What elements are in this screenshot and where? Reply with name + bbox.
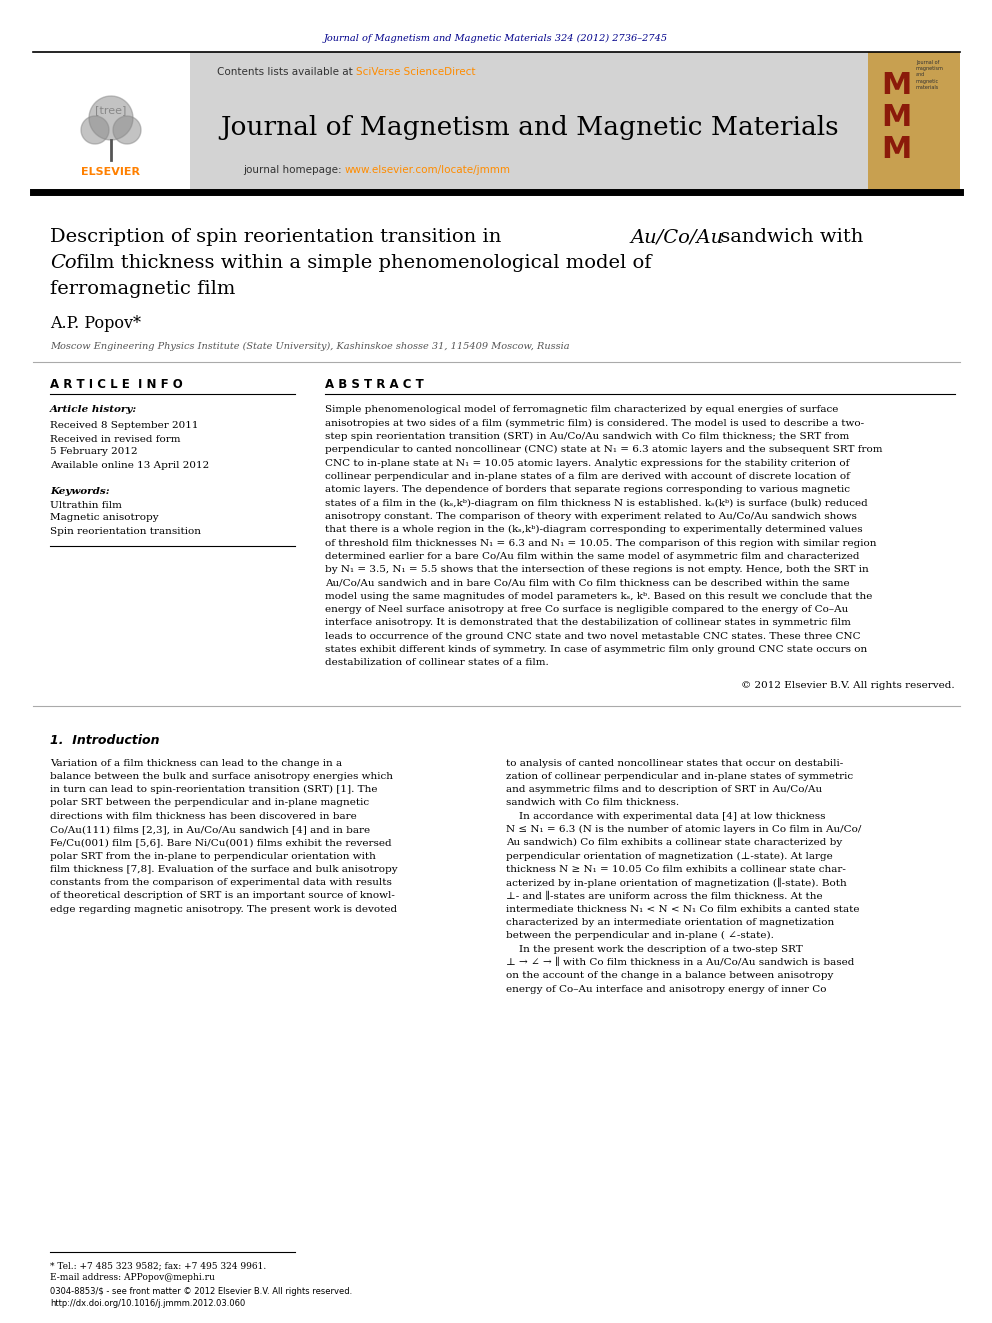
Text: leads to occurrence of the ground CNC state and two novel metastable CNC states.: leads to occurrence of the ground CNC st…	[325, 631, 861, 640]
Text: Keywords:: Keywords:	[50, 487, 110, 496]
Text: http://dx.doi.org/10.1016/j.jmmm.2012.03.060: http://dx.doi.org/10.1016/j.jmmm.2012.03…	[50, 1298, 245, 1307]
Text: Journal of Magnetism and Magnetic Materials: Journal of Magnetism and Magnetic Materi…	[220, 115, 839, 140]
Text: Au/Co/Au: Au/Co/Au	[630, 228, 723, 246]
Text: Received 8 September 2011: Received 8 September 2011	[50, 421, 198, 430]
Text: A R T I C L E  I N F O: A R T I C L E I N F O	[50, 378, 183, 392]
Text: edge regarding magnetic anisotropy. The present work is devoted: edge regarding magnetic anisotropy. The …	[50, 905, 397, 914]
Text: Journal of
magnetism
and
magnetic
materials: Journal of magnetism and magnetic materi…	[916, 60, 943, 90]
Text: polar SRT between the perpendicular and in-plane magnetic: polar SRT between the perpendicular and …	[50, 798, 369, 807]
Text: directions with film thickness has been discovered in bare: directions with film thickness has been …	[50, 812, 357, 820]
Bar	[868, 52, 960, 191]
Text: M: M	[881, 135, 912, 164]
Text: A B S T R A C T: A B S T R A C T	[325, 378, 424, 392]
Text: N ≤ N₁ = 6.3 (N is the number of atomic layers in Co film in Au/Co/: N ≤ N₁ = 6.3 (N is the number of atomic …	[506, 826, 861, 833]
Text: that there is a whole region in the (kₛ,kᵇ)-diagram corresponding to experimenta: that there is a whole region in the (kₛ,…	[325, 525, 863, 534]
Text: of theoretical description of SRT is an important source of knowl-: of theoretical description of SRT is an …	[50, 892, 395, 901]
Text: film thickness [7,8]. Evaluation of the surface and bulk anisotropy: film thickness [7,8]. Evaluation of the …	[50, 865, 398, 875]
Text: Moscow Engineering Physics Institute (State University), Kashinskoe shosse 31, 1: Moscow Engineering Physics Institute (St…	[50, 341, 569, 351]
Text: thickness N ≥ N₁ = 10.05 Co film exhibits a collinear state char-: thickness N ≥ N₁ = 10.05 Co film exhibit…	[506, 865, 846, 875]
Text: intermediate thickness N₁ < N < N₁ Co film exhibits a canted state: intermediate thickness N₁ < N < N₁ Co fi…	[506, 905, 859, 914]
Text: constants from the comparison of experimental data with results: constants from the comparison of experim…	[50, 878, 392, 888]
Text: atomic layers. The dependence of borders that separate regions corresponding to : atomic layers. The dependence of borders…	[325, 486, 850, 495]
Text: ⊥ → ∠ → ∥ with Co film thickness in a Au/Co/Au sandwich is based: ⊥ → ∠ → ∥ with Co film thickness in a Au…	[506, 958, 854, 967]
Text: A.P. Popov*: A.P. Popov*	[50, 315, 141, 332]
Polygon shape	[81, 116, 109, 144]
Text: sandwich with: sandwich with	[714, 228, 863, 246]
Text: on the account of the change in a balance between anisotropy: on the account of the change in a balanc…	[506, 971, 833, 980]
Text: polar SRT from the in-plane to perpendicular orientation with: polar SRT from the in-plane to perpendic…	[50, 852, 376, 860]
Text: balance between the bulk and surface anisotropy energies which: balance between the bulk and surface ani…	[50, 771, 393, 781]
Text: 5 February 2012: 5 February 2012	[50, 447, 138, 456]
Text: interface anisotropy. It is demonstrated that the destabilization of collinear s: interface anisotropy. It is demonstrated…	[325, 618, 851, 627]
Text: CNC to in-plane state at N₁ = 10.05 atomic layers. Analytic expressions for the : CNC to in-plane state at N₁ = 10.05 atom…	[325, 459, 849, 468]
Text: * Tel.: +7 485 323 9582; fax: +7 495 324 9961.: * Tel.: +7 485 323 9582; fax: +7 495 324…	[50, 1262, 266, 1270]
Text: Spin reorientation transition: Spin reorientation transition	[50, 527, 201, 536]
Polygon shape	[89, 97, 133, 140]
Text: step spin reorientation transition (SRT) in Au/Co/Au sandwich with Co film thick: step spin reorientation transition (SRT)…	[325, 433, 849, 441]
Text: acterized by in-plane orientation of magnetization (∥-state). Both: acterized by in-plane orientation of mag…	[506, 877, 847, 888]
Polygon shape	[113, 116, 141, 144]
Text: M: M	[881, 70, 912, 99]
Text: 0304-8853/$ - see front matter © 2012 Elsevier B.V. All rights reserved.: 0304-8853/$ - see front matter © 2012 El…	[50, 1286, 352, 1295]
Text: In accordance with experimental data [4] at low thickness: In accordance with experimental data [4]…	[506, 812, 825, 820]
Text: Co/Au(111) films [2,3], in Au/Co/Au sandwich [4] and in bare: Co/Au(111) films [2,3], in Au/Co/Au sand…	[50, 826, 370, 833]
Text: Magnetic anisotropy: Magnetic anisotropy	[50, 513, 159, 523]
Text: Contents lists available at: Contents lists available at	[217, 67, 356, 77]
Text: 1.  Introduction: 1. Introduction	[50, 734, 160, 747]
Text: sandwich with Co film thickness.: sandwich with Co film thickness.	[506, 798, 680, 807]
Text: anisotropy constant. The comparison of theory with experiment related to Au/Co/A: anisotropy constant. The comparison of t…	[325, 512, 857, 521]
Text: [tree]: [tree]	[95, 105, 127, 115]
Text: Journal of Magnetism and Magnetic Materials 324 (2012) 2736–2745: Journal of Magnetism and Magnetic Materi…	[324, 33, 668, 42]
Text: www.elsevier.com/locate/jmmm: www.elsevier.com/locate/jmmm	[345, 165, 511, 175]
Bar	[33, 52, 190, 191]
Text: Au/Co/Au sandwich and in bare Co/Au film with Co film thickness can be described: Au/Co/Au sandwich and in bare Co/Au film…	[325, 578, 849, 587]
Text: Au sandwich) Co film exhibits a collinear state characterized by: Au sandwich) Co film exhibits a collinea…	[506, 839, 842, 847]
Text: determined earlier for a bare Co/Au film within the same model of asymmetric fil: determined earlier for a bare Co/Au film…	[325, 552, 859, 561]
Text: Article history:: Article history:	[50, 406, 137, 414]
Text: E-mail address: APPopov@mephi.ru: E-mail address: APPopov@mephi.ru	[50, 1274, 215, 1282]
Text: ELSEVIER: ELSEVIER	[81, 167, 141, 177]
Bar	[33, 52, 960, 191]
Text: between the perpendicular and in-plane ( ∠-state).: between the perpendicular and in-plane (…	[506, 931, 774, 941]
Text: Ultrathin film: Ultrathin film	[50, 500, 122, 509]
Text: journal homepage:: journal homepage:	[243, 165, 345, 175]
Text: by N₁ = 3.5, N₁ = 5.5 shows that the intersection of these regions is not empty.: by N₁ = 3.5, N₁ = 5.5 shows that the int…	[325, 565, 869, 574]
Text: to analysis of canted noncollinear states that occur on destabili-: to analysis of canted noncollinear state…	[506, 758, 843, 767]
Text: zation of collinear perpendicular and in-plane states of symmetric: zation of collinear perpendicular and in…	[506, 771, 853, 781]
Text: In the present work the description of a two-step SRT: In the present work the description of a…	[506, 945, 803, 954]
Text: in turn can lead to spin-reorientation transition (SRT) [1]. The: in turn can lead to spin-reorientation t…	[50, 785, 378, 794]
Text: ⊥- and ∥-states are uniform across the film thickness. At the: ⊥- and ∥-states are uniform across the f…	[506, 892, 822, 901]
Text: anisotropies at two sides of a film (symmetric film) is considered. The model is: anisotropies at two sides of a film (sym…	[325, 419, 864, 427]
Text: characterized by an intermediate orientation of magnetization: characterized by an intermediate orienta…	[506, 918, 834, 927]
Text: Simple phenomenological model of ferromagnetic film characterized by equal energ: Simple phenomenological model of ferroma…	[325, 406, 838, 414]
Text: and asymmetric films and to description of SRT in Au/Co/Au: and asymmetric films and to description …	[506, 785, 822, 794]
Text: © 2012 Elsevier B.V. All rights reserved.: © 2012 Elsevier B.V. All rights reserved…	[741, 681, 955, 691]
Text: perpendicular to canted noncollinear (CNC) state at N₁ = 6.3 atomic layers and t: perpendicular to canted noncollinear (CN…	[325, 446, 883, 455]
Text: ferromagnetic film: ferromagnetic film	[50, 280, 235, 298]
Text: Available online 13 April 2012: Available online 13 April 2012	[50, 462, 209, 471]
Text: Description of spin reorientation transition in: Description of spin reorientation transi…	[50, 228, 508, 246]
Text: M: M	[881, 102, 912, 131]
Text: perpendicular orientation of magnetization (⊥-state). At large: perpendicular orientation of magnetizati…	[506, 852, 832, 861]
Text: Fe/Cu(001) film [5,6]. Bare Ni/Cu(001) films exhibit the reversed: Fe/Cu(001) film [5,6]. Bare Ni/Cu(001) f…	[50, 839, 392, 847]
Text: destabilization of collinear states of a film.: destabilization of collinear states of a…	[325, 659, 549, 667]
Text: Variation of a film thickness can lead to the change in a: Variation of a film thickness can lead t…	[50, 758, 342, 767]
Text: energy of Co–Au interface and anisotropy energy of inner Co: energy of Co–Au interface and anisotropy…	[506, 984, 826, 994]
Text: states exhibit different kinds of symmetry. In case of asymmetric film only grou: states exhibit different kinds of symmet…	[325, 644, 867, 654]
Text: energy of Neel surface anisotropy at free Co surface is negligible compared to t: energy of Neel surface anisotropy at fre…	[325, 605, 848, 614]
Text: states of a film in the (kₛ,kᵇ)-diagram on film thickness N is established. kₛ(k: states of a film in the (kₛ,kᵇ)-diagram …	[325, 499, 868, 508]
Text: of threshold film thicknesses N₁ = 6.3 and N₁ = 10.05. The comparison of this re: of threshold film thicknesses N₁ = 6.3 a…	[325, 538, 877, 548]
Text: SciVerse ScienceDirect: SciVerse ScienceDirect	[356, 67, 475, 77]
Text: model using the same magnitudes of model parameters kₛ, kᵇ. Based on this result: model using the same magnitudes of model…	[325, 591, 872, 601]
Text: collinear perpendicular and in-plane states of a film are derived with account o: collinear perpendicular and in-plane sta…	[325, 472, 850, 482]
Text: Received in revised form: Received in revised form	[50, 434, 181, 443]
Text: Co: Co	[50, 254, 76, 273]
Text: film thickness within a simple phenomenological model of: film thickness within a simple phenomeno…	[70, 254, 652, 273]
